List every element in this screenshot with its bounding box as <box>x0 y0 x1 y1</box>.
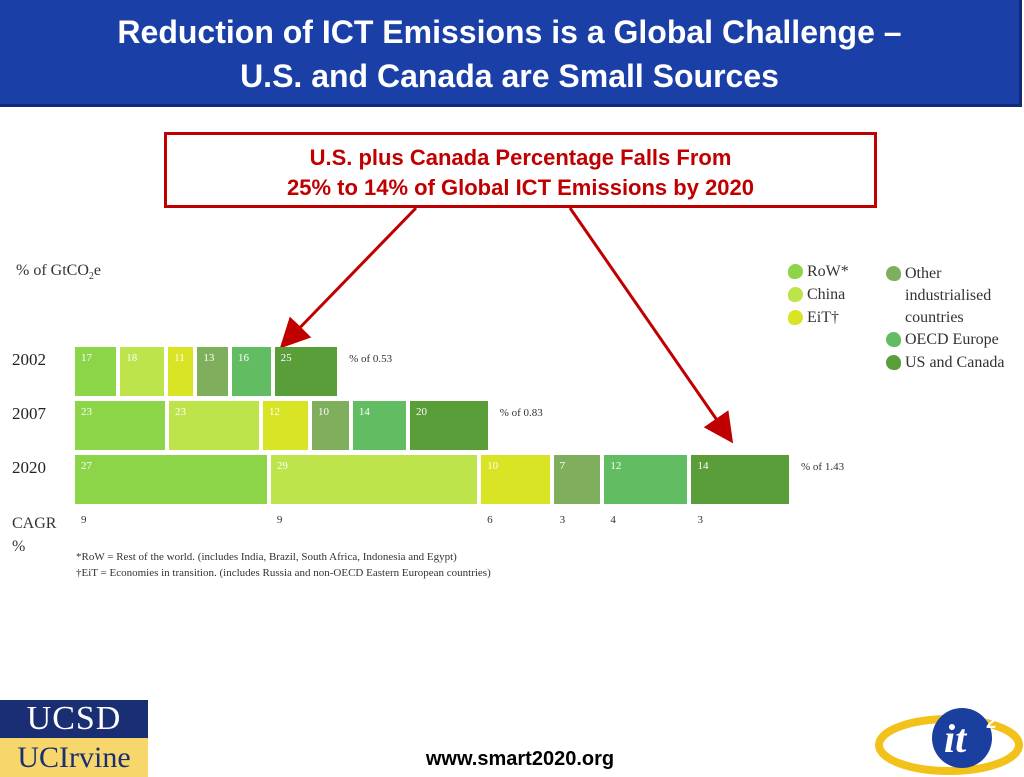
bar-segment: 14 <box>691 455 789 504</box>
legend-other-industrialised: Other industrialised countries <box>886 263 991 329</box>
data-label: 11 <box>174 352 185 364</box>
data-label: 17 <box>81 352 92 364</box>
footnote-eit: †EiT = Economies in transition. (include… <box>76 567 491 579</box>
row-label-2020: 2020 <box>12 458 46 477</box>
bar-segment: 10 <box>481 455 550 504</box>
slide-title-line-2: U.S. and Canada are Small Sources <box>240 58 779 94</box>
bar-segment: 17 <box>75 347 117 396</box>
bar-segment: 27 <box>75 455 267 504</box>
slide-title-line-1: Reduction of ICT Emissions is a Global C… <box>117 14 902 50</box>
ucsd-logo: UCSD <box>0 700 148 738</box>
legend-oecd-europe: OECD Europe <box>886 329 999 351</box>
data-label: 10 <box>317 406 329 418</box>
callout-line-2: 25% to 14% of Global ICT Emissions by 20… <box>286 175 755 200</box>
bar-segment: 20 <box>410 401 488 450</box>
bar-segment: 18 <box>120 347 165 396</box>
legend-us-canada: US and Canada <box>886 352 1005 374</box>
svg-text:2: 2 <box>986 712 996 732</box>
bar-segment: 23 <box>75 401 165 450</box>
data-label: 13 <box>203 352 215 364</box>
data-label: 10 <box>487 460 499 472</box>
data-label: 16 <box>238 352 249 364</box>
cagr-value: 3 <box>559 514 566 526</box>
data-label: 14 <box>358 406 370 418</box>
row-total-label: % of 0.53 <box>349 353 393 365</box>
cagr-value: 9 <box>276 514 283 526</box>
slide-header: Reduction of ICT Emissions is a Global C… <box>0 0 1022 107</box>
it2-logo: it 2 <box>875 708 1023 775</box>
leaf-icon <box>788 310 803 325</box>
bar-segment: 12 <box>604 455 688 504</box>
bar-segment: 12 <box>262 401 308 450</box>
leaf-icon <box>886 332 901 347</box>
data-label: 18 <box>126 352 138 364</box>
bar-segment: 11 <box>168 347 194 396</box>
row-label-2007: 2007 <box>12 404 46 423</box>
data-label: 29 <box>276 460 288 472</box>
y-axis-label: % of GtCO2e <box>16 262 101 283</box>
cagr-value: 3 <box>697 514 703 526</box>
bar-segment: 25 <box>274 347 338 396</box>
cagr-label: CAGR % <box>12 515 57 555</box>
legend-row: RoW* <box>788 261 849 283</box>
legend-eit: EiT† <box>788 307 839 329</box>
bar-segment: 10 <box>311 401 349 450</box>
data-label: 12 <box>268 406 280 418</box>
bar-segment: 16 <box>232 347 271 396</box>
cagr-value: 4 <box>610 514 616 526</box>
data-label: 12 <box>610 460 622 472</box>
leaf-icon <box>788 287 803 302</box>
bar-segment: 13 <box>197 347 228 396</box>
data-label: 7 <box>559 460 566 472</box>
uci-logo: UCIrvine <box>0 738 148 777</box>
bar-segment: 14 <box>352 401 406 450</box>
arrow-to-2002 <box>279 206 418 349</box>
cagr-value: 6 <box>487 514 493 526</box>
bar-segment: 23 <box>168 401 259 450</box>
data-label: 25 <box>280 352 292 364</box>
bar-segment: 29 <box>270 455 478 504</box>
svg-text:it: it <box>944 716 968 761</box>
row-total-label: % of 0.83 <box>499 407 543 419</box>
data-label: 20 <box>416 406 428 418</box>
data-label: 14 <box>697 460 709 472</box>
data-label: 23 <box>174 406 186 418</box>
leaf-icon <box>788 264 803 279</box>
cagr-value: 9 <box>81 514 87 526</box>
data-label: 23 <box>81 406 92 418</box>
footnote-row: *RoW = Rest of the world. (includes Indi… <box>76 551 457 563</box>
row-total-label: % of 1.43 <box>801 461 845 473</box>
footer-url[interactable]: www.smart2020.org <box>425 748 615 770</box>
leaf-icon <box>886 266 901 281</box>
arrow-to-2020 <box>568 207 734 444</box>
row-label-2002: 2002 <box>12 350 46 369</box>
leaf-icon <box>886 355 901 370</box>
data-label: 27 <box>81 460 92 472</box>
bar-segment: 7 <box>553 455 601 504</box>
callout-box: U.S. plus Canada Percentage Falls From 2… <box>164 132 877 208</box>
callout-line-1: U.S. plus Canada Percentage Falls From <box>309 145 732 170</box>
legend-china: China <box>788 284 845 306</box>
